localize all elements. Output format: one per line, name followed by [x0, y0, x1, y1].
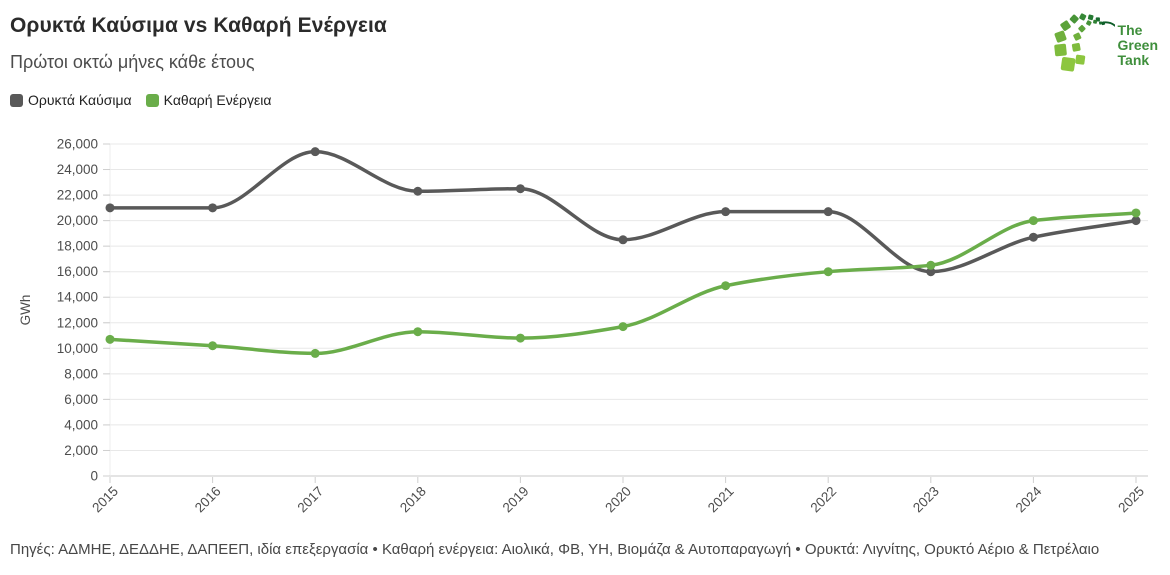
svg-text:12,000: 12,000 [57, 315, 98, 330]
series-clean-marker-2022 [823, 267, 833, 277]
sources-footnote: Πηγές: ΑΔΜΗΕ, ΔΕΔΔΗΕ, ΔΑΠΕΕΠ, ιδία επεξε… [10, 541, 1100, 558]
series-fossil-marker-2022 [823, 207, 833, 217]
logo-word-tank: Tank [1117, 51, 1150, 68]
svg-text:2017: 2017 [294, 484, 326, 516]
svg-text:2023: 2023 [910, 484, 942, 516]
page-subtitle: Πρώτοι οκτώ μήνες κάθε έτους [10, 52, 255, 72]
svg-text:26,000: 26,000 [57, 137, 98, 152]
series-clean-marker-2024 [1028, 216, 1038, 226]
page-title: Ορυκτά Καύσιμα vs Καθαρή Ενέργεια [10, 14, 387, 37]
logo-word-the: The [1117, 21, 1143, 38]
fossil-swatch-icon [10, 93, 23, 107]
svg-text:8,000: 8,000 [64, 366, 98, 381]
series-lines [105, 147, 1141, 358]
series-fossil-marker-2024 [1028, 232, 1038, 242]
green-tank-logo-text: The Green Tank [1117, 21, 1158, 68]
series-clean-marker-2025 [1131, 208, 1141, 218]
svg-text:2022: 2022 [807, 484, 839, 516]
svg-text:2016: 2016 [192, 484, 224, 516]
clean-swatch-icon [145, 93, 159, 107]
series-fossil-marker-2017 [310, 147, 320, 157]
series-clean-line [108, 211, 1138, 356]
axes: GWh [18, 143, 1137, 483]
legend-item-clean: Καθαρή Ενέργεια [145, 92, 272, 108]
series-fossil-marker-2021 [721, 207, 731, 217]
green-tank-logo-icon [1053, 13, 1115, 72]
svg-text:10,000: 10,000 [57, 341, 98, 356]
series-fossil-marker-2018 [413, 186, 423, 196]
chart-legend: Ορυκτά Καύσιμα Καθαρή Ενέργεια [10, 92, 271, 108]
svg-text:2018: 2018 [397, 484, 429, 516]
x-axis-labels: 2015 2016 2017 2018 2019 2020 2021 2022 2023 2024… [89, 483, 1147, 515]
svg-text:4,000: 4,000 [64, 417, 98, 432]
y-axis-labels: 0 2,000 4,000 6,000 8,000 10,000 12,000 14,000 1… [57, 137, 98, 484]
svg-text:0: 0 [90, 469, 98, 484]
series-clean-marker-2017 [310, 348, 320, 358]
legend-label-fossil: Ορυκτά Καύσιμα [28, 92, 132, 108]
series-clean [105, 208, 1141, 358]
series-fossil-marker-2025 [1131, 216, 1141, 226]
logo-word-green: Green [1117, 36, 1158, 53]
svg-text:2,000: 2,000 [64, 443, 98, 458]
series-fossil-marker-2015 [105, 203, 115, 213]
line-chart-svg: GWh 0 2,000 4,000 6,000 8,000 10,000 12,000 14,0… [18, 137, 1148, 515]
legend-label-clean: Καθαρή Ενέργεια [163, 92, 272, 108]
svg-text:2020: 2020 [602, 484, 634, 516]
series-fossil-marker-2020 [618, 235, 628, 245]
svg-text:24,000: 24,000 [57, 162, 98, 177]
series-fossil-marker-2023 [926, 267, 936, 277]
series-clean-marker-2021 [721, 281, 731, 291]
series-clean-marker-2019 [515, 333, 525, 343]
svg-text:14,000: 14,000 [57, 290, 98, 305]
svg-text:2015: 2015 [89, 484, 121, 516]
svg-text:18,000: 18,000 [57, 239, 98, 254]
y-gridlines [104, 143, 1148, 477]
series-clean-marker-2015 [105, 334, 115, 344]
svg-text:16,000: 16,000 [57, 264, 98, 279]
series-clean-marker-2018 [413, 327, 423, 337]
series-fossil-marker-2016 [208, 203, 218, 213]
svg-text:22,000: 22,000 [57, 188, 98, 203]
line-chart: GWh 0 2,000 4,000 6,000 8,000 10,000 12,000 14,0… [0, 128, 1170, 530]
svg-text:20,000: 20,000 [57, 213, 98, 228]
series-clean-marker-2023 [926, 260, 936, 270]
y-axis-title: GWh [18, 295, 33, 326]
series-clean-marker-2020 [618, 322, 628, 332]
svg-text:2025: 2025 [1115, 484, 1147, 516]
svg-text:6,000: 6,000 [64, 392, 98, 407]
green-tank-logo: The Green Tank [1053, 8, 1158, 82]
series-fossil [105, 147, 1141, 277]
svg-text:2019: 2019 [500, 484, 532, 516]
series-clean-marker-2016 [208, 341, 218, 351]
legend-item-fossil: Ορυκτά Καύσιμα [10, 92, 132, 108]
series-fossil-marker-2019 [515, 184, 525, 194]
svg-text:2024: 2024 [1013, 483, 1045, 515]
svg-text:2021: 2021 [705, 484, 737, 516]
